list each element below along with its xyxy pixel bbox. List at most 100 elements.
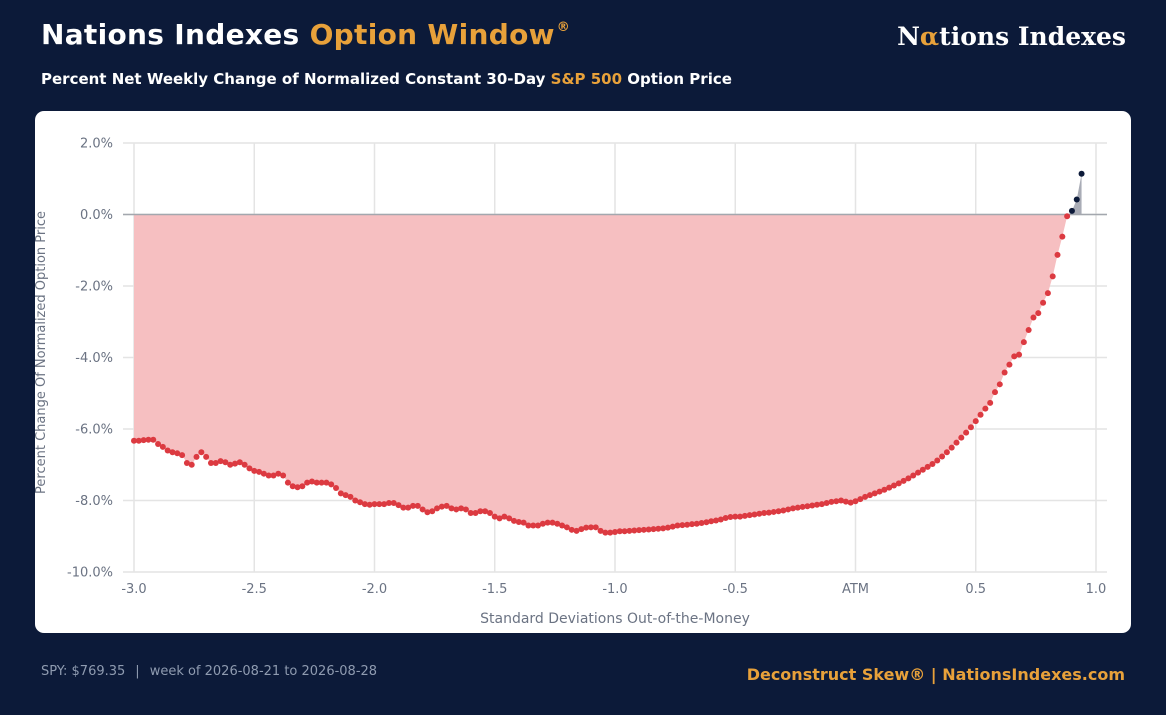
data-point: [963, 429, 970, 436]
data-point: [313, 479, 320, 486]
data-point: [770, 508, 777, 515]
data-point: [515, 518, 522, 525]
data-point: [308, 478, 315, 485]
data-point: [381, 501, 388, 508]
data-point: [150, 436, 157, 443]
subtitle-pre: Percent Net Weekly Change of Normalized …: [41, 70, 546, 88]
data-point-positive: [1068, 207, 1075, 214]
data-point: [510, 517, 517, 524]
data-point: [299, 483, 306, 490]
data-point: [631, 527, 638, 534]
data-point: [809, 502, 816, 509]
data-point: [347, 493, 354, 500]
data-point: [453, 506, 460, 513]
data-point: [679, 522, 686, 529]
data-point: [544, 519, 551, 526]
data-point: [842, 498, 849, 505]
data-point: [419, 506, 426, 513]
data-point: [1020, 339, 1027, 346]
data-point: [328, 481, 335, 488]
data-point: [1011, 353, 1018, 360]
data-point: [684, 521, 691, 528]
data-point: [636, 527, 643, 534]
data-point: [886, 484, 893, 491]
data-point: [169, 449, 176, 456]
y-tick-label: 0.0%: [80, 208, 113, 223]
data-point: [275, 470, 282, 477]
data-point: [256, 468, 263, 475]
logo-alpha: α: [919, 22, 940, 51]
data-point: [337, 490, 344, 497]
data-point: [1064, 213, 1071, 220]
data-point: [587, 524, 594, 531]
footer-brand-link[interactable]: Deconstruct Skew® | NationsIndexes.com: [746, 665, 1125, 684]
data-point: [717, 516, 724, 523]
data-point: [477, 508, 484, 515]
data-point: [780, 507, 787, 514]
data-point: [939, 453, 946, 460]
data-point: [227, 461, 234, 468]
x-tick-label: -0.5: [723, 582, 748, 597]
data-point: [708, 518, 715, 525]
data-point: [905, 475, 912, 482]
y-tick-label: -2.0%: [75, 280, 113, 295]
data-point: [722, 515, 729, 522]
registered-mark: ®: [556, 20, 571, 35]
data-point: [756, 510, 763, 517]
data-point: [693, 520, 700, 527]
data-point: [530, 522, 537, 529]
data-point: [280, 472, 287, 479]
data-point: [241, 461, 248, 468]
data-point: [140, 437, 147, 444]
data-point: [486, 510, 493, 517]
x-tick-label: ATM: [842, 582, 869, 597]
data-point: [814, 501, 821, 508]
data-point: [145, 436, 152, 443]
data-point: [1049, 273, 1056, 280]
data-point: [578, 526, 585, 533]
data-point: [915, 469, 922, 476]
data-point: [650, 526, 657, 533]
data-point: [539, 520, 546, 527]
data-point: [746, 512, 753, 519]
data-point: [789, 505, 796, 512]
x-tick-label: -2.0: [362, 582, 387, 597]
data-point: [1044, 290, 1051, 297]
data-point: [612, 528, 618, 535]
data-point-positive: [1073, 196, 1080, 203]
data-point: [164, 447, 171, 454]
data-point: [996, 381, 1003, 388]
data-point: [212, 459, 219, 466]
data-point: [645, 526, 652, 533]
x-tick-label: -1.5: [482, 582, 507, 597]
data-point-positive: [1078, 170, 1085, 177]
data-point: [342, 492, 349, 499]
data-point: [270, 472, 277, 479]
data-point: [592, 524, 599, 531]
data-point: [549, 519, 556, 526]
data-point: [866, 492, 873, 499]
data-point: [890, 482, 897, 489]
data-point: [602, 529, 609, 536]
data-point: [910, 472, 917, 479]
x-axis-title: Standard Deviations Out-of-the-Money: [480, 611, 750, 627]
x-tick-label: -1.0: [602, 582, 627, 597]
data-point: [761, 510, 768, 517]
data-point: [655, 525, 662, 532]
chart: 2.0% 0.0% -2.0% -4.0% -6.0% -8.0% -10.0% -3.0 -2…: [35, 137, 1107, 627]
data-point: [972, 418, 979, 425]
data-point: [467, 510, 474, 517]
data-point: [188, 461, 195, 468]
data-point: [775, 508, 782, 515]
data-point: [376, 501, 383, 508]
data-point: [785, 506, 792, 513]
data-point: [900, 477, 907, 484]
data-point: [535, 522, 542, 529]
data-point: [438, 503, 445, 510]
data-point: [967, 424, 974, 431]
data-point: [660, 525, 667, 532]
data-point: [919, 466, 926, 473]
data-point: [135, 437, 142, 444]
negative-area: [134, 214, 1068, 533]
y-tick-label: -10.0%: [67, 566, 113, 581]
